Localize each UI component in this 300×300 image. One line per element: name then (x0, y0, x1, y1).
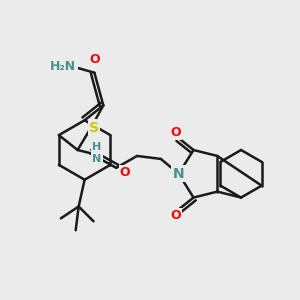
Text: O: O (120, 166, 130, 179)
Text: H₂N: H₂N (50, 60, 76, 73)
Text: O: O (89, 53, 100, 66)
Text: N: N (173, 167, 184, 181)
Text: O: O (170, 126, 181, 139)
Text: O: O (170, 209, 181, 222)
Text: H
N: H N (92, 142, 101, 164)
Text: S: S (89, 121, 99, 135)
